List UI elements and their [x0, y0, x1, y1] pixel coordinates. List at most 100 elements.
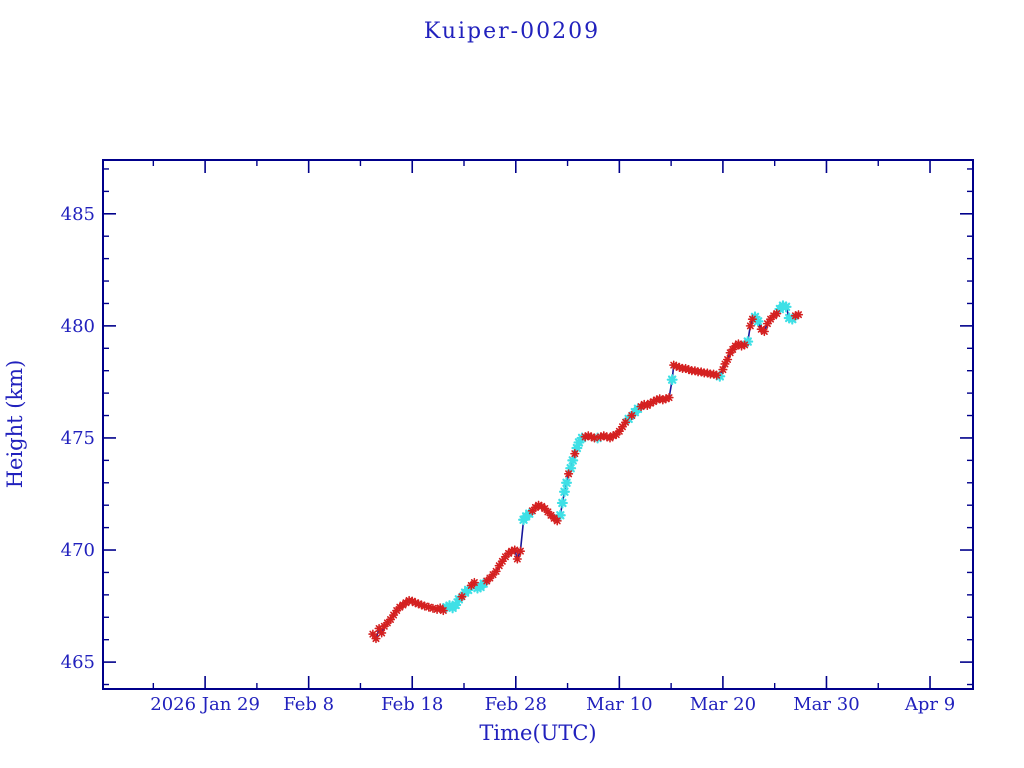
data-polyline: [372, 304, 799, 641]
data-marker: [533, 500, 544, 510]
y-tick-label: 485: [61, 204, 95, 225]
data-marker: [790, 311, 800, 321]
data-marker: [567, 454, 579, 466]
data-marker: [783, 312, 795, 324]
data-marker: [512, 554, 522, 564]
data-marker: [720, 359, 730, 369]
data-marker: [747, 314, 758, 324]
data-marker: [712, 370, 722, 380]
data-marker: [608, 431, 618, 441]
x-tick-label: Feb 18: [381, 694, 443, 715]
x-tick-label: Apr 9: [904, 694, 955, 715]
data-marker: [471, 582, 483, 594]
data-marker: [745, 321, 755, 331]
data-marker: [671, 361, 681, 371]
data-marker: [515, 546, 526, 556]
data-marker: [627, 410, 637, 421]
data-marker: [740, 340, 750, 350]
data-marker: [420, 601, 430, 611]
data-marker: [571, 442, 583, 454]
x-tick-label: Feb 8: [283, 694, 334, 715]
data-marker: [565, 462, 577, 474]
data-marker: [772, 308, 782, 319]
data-marker: [661, 394, 671, 404]
data-marker: [652, 395, 662, 405]
data-marker: [655, 394, 665, 404]
data-marker: [413, 599, 424, 609]
data-marker: [589, 433, 600, 443]
data-marker: [696, 367, 706, 377]
data-marker: [736, 341, 747, 351]
y-tick-label: 475: [61, 428, 95, 449]
data-marker: [664, 393, 674, 403]
x-tick-label: Mar 20: [690, 694, 756, 715]
data-marker: [681, 363, 691, 374]
data-marker: [639, 399, 649, 409]
data-marker: [708, 369, 719, 379]
data-marker: [416, 600, 427, 610]
data-marker: [580, 432, 590, 442]
data-marker: [407, 596, 417, 606]
data-marker: [674, 362, 685, 372]
data-marker: [491, 566, 501, 576]
data-marker: [780, 301, 792, 313]
data-marker: [596, 432, 606, 442]
data-marker: [432, 604, 442, 615]
data-marker: [428, 603, 438, 613]
data-marker: [368, 629, 378, 639]
data-marker: [374, 623, 384, 634]
data-marker: [759, 326, 769, 337]
data-marker: [669, 360, 679, 370]
data-marker: [645, 398, 656, 408]
y-tick-label: 470: [61, 540, 95, 561]
data-marker: [714, 370, 726, 382]
data-marker: [573, 436, 585, 448]
data-marker: [457, 592, 467, 602]
data-marker: [424, 602, 434, 612]
data-marker: [684, 364, 694, 375]
data-series: [368, 300, 804, 644]
data-marker: [507, 546, 517, 556]
data-marker: [648, 397, 659, 407]
data-marker: [510, 545, 520, 555]
data-marker: [552, 516, 562, 526]
x-tick-label: Feb 28: [485, 694, 547, 715]
data-marker: [690, 366, 700, 376]
data-marker: [570, 449, 580, 459]
data-marker: [564, 469, 574, 479]
data-marker: [620, 417, 631, 427]
data-marker: [583, 431, 593, 441]
data-marker: [558, 486, 570, 498]
x-tick-label: 2026 Jan 29: [150, 694, 260, 715]
data-marker: [561, 477, 573, 489]
data-marker: [450, 599, 462, 611]
data-marker: [462, 584, 474, 596]
data-marker: [377, 628, 387, 638]
x-axis-label: Time(UTC): [479, 721, 596, 745]
data-marker: [777, 300, 789, 312]
data-marker: [438, 605, 448, 616]
data-marker: [666, 374, 678, 386]
y-tick-label: 465: [61, 652, 95, 673]
data-marker: [752, 315, 764, 327]
data-marker: [793, 310, 804, 320]
data-marker: [586, 432, 596, 442]
x-tick-label: Mar 10: [586, 694, 652, 715]
data-marker: [385, 614, 396, 625]
data-marker: [469, 577, 479, 588]
y-axis-label: Height (km): [3, 360, 27, 489]
plot-box: [102, 159, 974, 690]
data-marker: [410, 598, 420, 608]
data-marker: [658, 395, 668, 405]
y-tick-label: 480: [61, 316, 95, 337]
data-marker: [614, 426, 624, 436]
data-marker: [602, 432, 612, 442]
data-marker: [371, 633, 381, 644]
data-marker: [599, 431, 609, 441]
data-marker: [494, 561, 504, 571]
data-marker: [702, 368, 712, 378]
chart-title: Kuiper-00209: [424, 19, 600, 44]
data-marker: [497, 556, 507, 566]
axes: 2026 Jan 29 Feb 8 Feb 18 Feb 28 Mar 10 Mar 20…: [61, 159, 974, 715]
